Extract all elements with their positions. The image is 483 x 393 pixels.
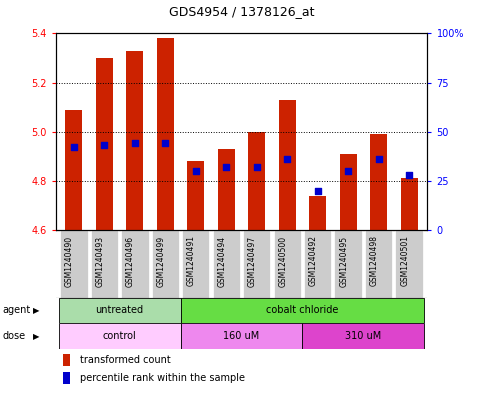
Bar [187,161,204,230]
Text: GSM1240499: GSM1240499 [156,235,165,286]
Text: cobalt chloride: cobalt chloride [266,305,339,316]
Text: GSM1240493: GSM1240493 [95,235,104,286]
Text: control: control [103,331,136,341]
Text: GSM1240498: GSM1240498 [369,235,379,286]
Text: agent: agent [2,305,30,316]
FancyBboxPatch shape [335,230,362,298]
Text: ▶: ▶ [33,332,39,341]
Bar [66,110,82,230]
Text: untreated: untreated [96,305,143,316]
Text: ▶: ▶ [33,306,39,315]
FancyBboxPatch shape [273,230,301,298]
Bar [181,323,302,349]
Bar [63,354,70,366]
Point [405,172,413,178]
Text: GSM1240495: GSM1240495 [339,235,348,286]
Bar [309,196,326,230]
Text: GSM1240497: GSM1240497 [248,235,257,286]
Point [70,144,78,151]
Point [344,168,352,174]
FancyBboxPatch shape [304,230,331,298]
Text: GSM1240500: GSM1240500 [278,235,287,286]
Bar [181,298,425,323]
Point [314,187,322,194]
Text: dose: dose [2,331,26,341]
Bar [58,323,181,349]
Text: GSM1240490: GSM1240490 [65,235,74,286]
FancyBboxPatch shape [182,230,210,298]
Point [131,140,139,147]
Text: transformed count: transformed count [80,355,170,365]
Text: 160 uM: 160 uM [223,331,260,341]
Bar [340,154,356,230]
FancyBboxPatch shape [91,230,118,298]
Bar [401,178,417,230]
FancyBboxPatch shape [396,230,423,298]
Bar [63,372,70,384]
Bar [127,51,143,230]
FancyBboxPatch shape [60,230,87,298]
Point [375,156,383,162]
FancyBboxPatch shape [121,230,149,298]
Text: GSM1240501: GSM1240501 [400,235,409,286]
Text: GSM1240494: GSM1240494 [217,235,226,286]
Text: GSM1240491: GSM1240491 [187,235,196,286]
Point [192,168,199,174]
Point [161,140,169,147]
Point [222,164,230,170]
Bar [157,39,174,230]
Point [100,142,108,149]
Bar [302,323,425,349]
FancyBboxPatch shape [243,230,270,298]
Text: GSM1240492: GSM1240492 [309,235,318,286]
Bar [96,58,113,230]
Text: GDS4954 / 1378126_at: GDS4954 / 1378126_at [169,5,314,18]
FancyBboxPatch shape [152,230,179,298]
Bar [58,298,181,323]
Point [284,156,291,162]
FancyBboxPatch shape [213,230,240,298]
FancyBboxPatch shape [365,230,392,298]
Bar [370,134,387,230]
Text: percentile rank within the sample: percentile rank within the sample [80,373,245,383]
Bar [218,149,235,230]
Bar [279,100,296,230]
Bar [248,132,265,230]
Text: GSM1240496: GSM1240496 [126,235,135,286]
Text: 310 uM: 310 uM [345,331,382,341]
Point [253,164,261,170]
